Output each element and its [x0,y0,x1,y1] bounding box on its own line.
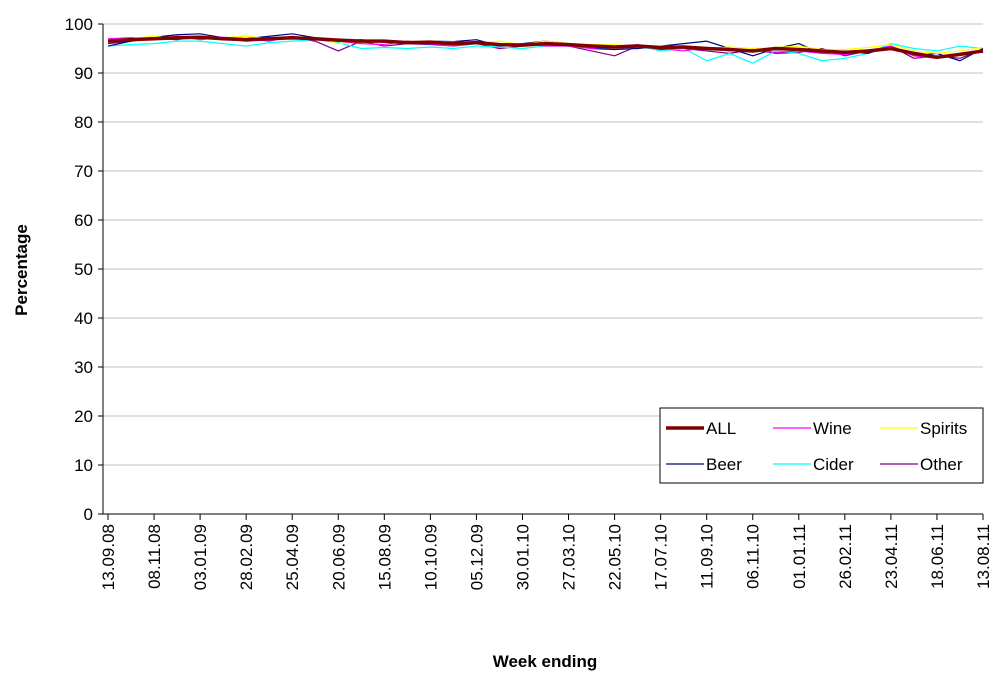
legend-label: Other [920,455,963,474]
legend-box [659,407,984,484]
x-tick-label: 13.09.08 [99,524,118,590]
y-tick-label: 70 [74,162,93,181]
x-tick-label: 30.01.10 [513,524,532,590]
x-tick-label: 11.09.10 [698,524,717,589]
legend-label: Spirits [920,419,967,438]
x-tick-label: 05.12.09 [467,524,486,590]
y-tick-label: 30 [74,358,93,377]
legend-label: ALL [706,419,736,438]
y-tick-label: 80 [74,113,93,132]
x-tick-label: 20.06.09 [329,524,348,590]
x-tick-label: 06.11.10 [744,524,763,589]
y-tick-label: 60 [74,211,93,230]
x-tick-label: 15.08.09 [375,524,394,590]
x-tick-label: 25.04.09 [283,524,302,590]
y-tick-label: 10 [74,456,93,475]
x-tick-label: 23.04.11 [882,524,901,589]
x-tick-label: 17.07.10 [652,524,671,590]
y-tick-label: 20 [74,407,93,426]
x-axis-title: Week ending [493,652,598,671]
series-line [107,35,984,54]
x-tick-label: 13.08.11 [974,524,993,589]
y-tick-label: 40 [74,309,93,328]
x-tick-label: 01.01.11 [790,524,809,589]
legend-label: Beer [706,455,742,474]
y-tick-label: 90 [74,64,93,83]
x-tick-label: 27.03.10 [560,524,579,590]
x-tick-label: 26.02.11 [836,524,855,589]
y-tick-label: 0 [84,505,93,524]
x-tick-label: 28.02.09 [237,524,256,590]
x-tick-label: 08.11.08 [145,524,164,589]
legend-label: Wine [813,419,852,438]
series-line [107,35,984,60]
y-tick-label: 100 [65,15,93,34]
x-tick-label: 18.06.11 [928,524,947,589]
x-tick-label: 22.05.10 [606,524,625,590]
x-tick-label: 10.10.09 [421,524,440,590]
x-tick-label: 03.01.09 [191,524,210,590]
y-axis-title: Percentage [12,224,31,316]
y-tick-label: 50 [74,260,93,279]
legend-label: Cider [813,455,854,474]
